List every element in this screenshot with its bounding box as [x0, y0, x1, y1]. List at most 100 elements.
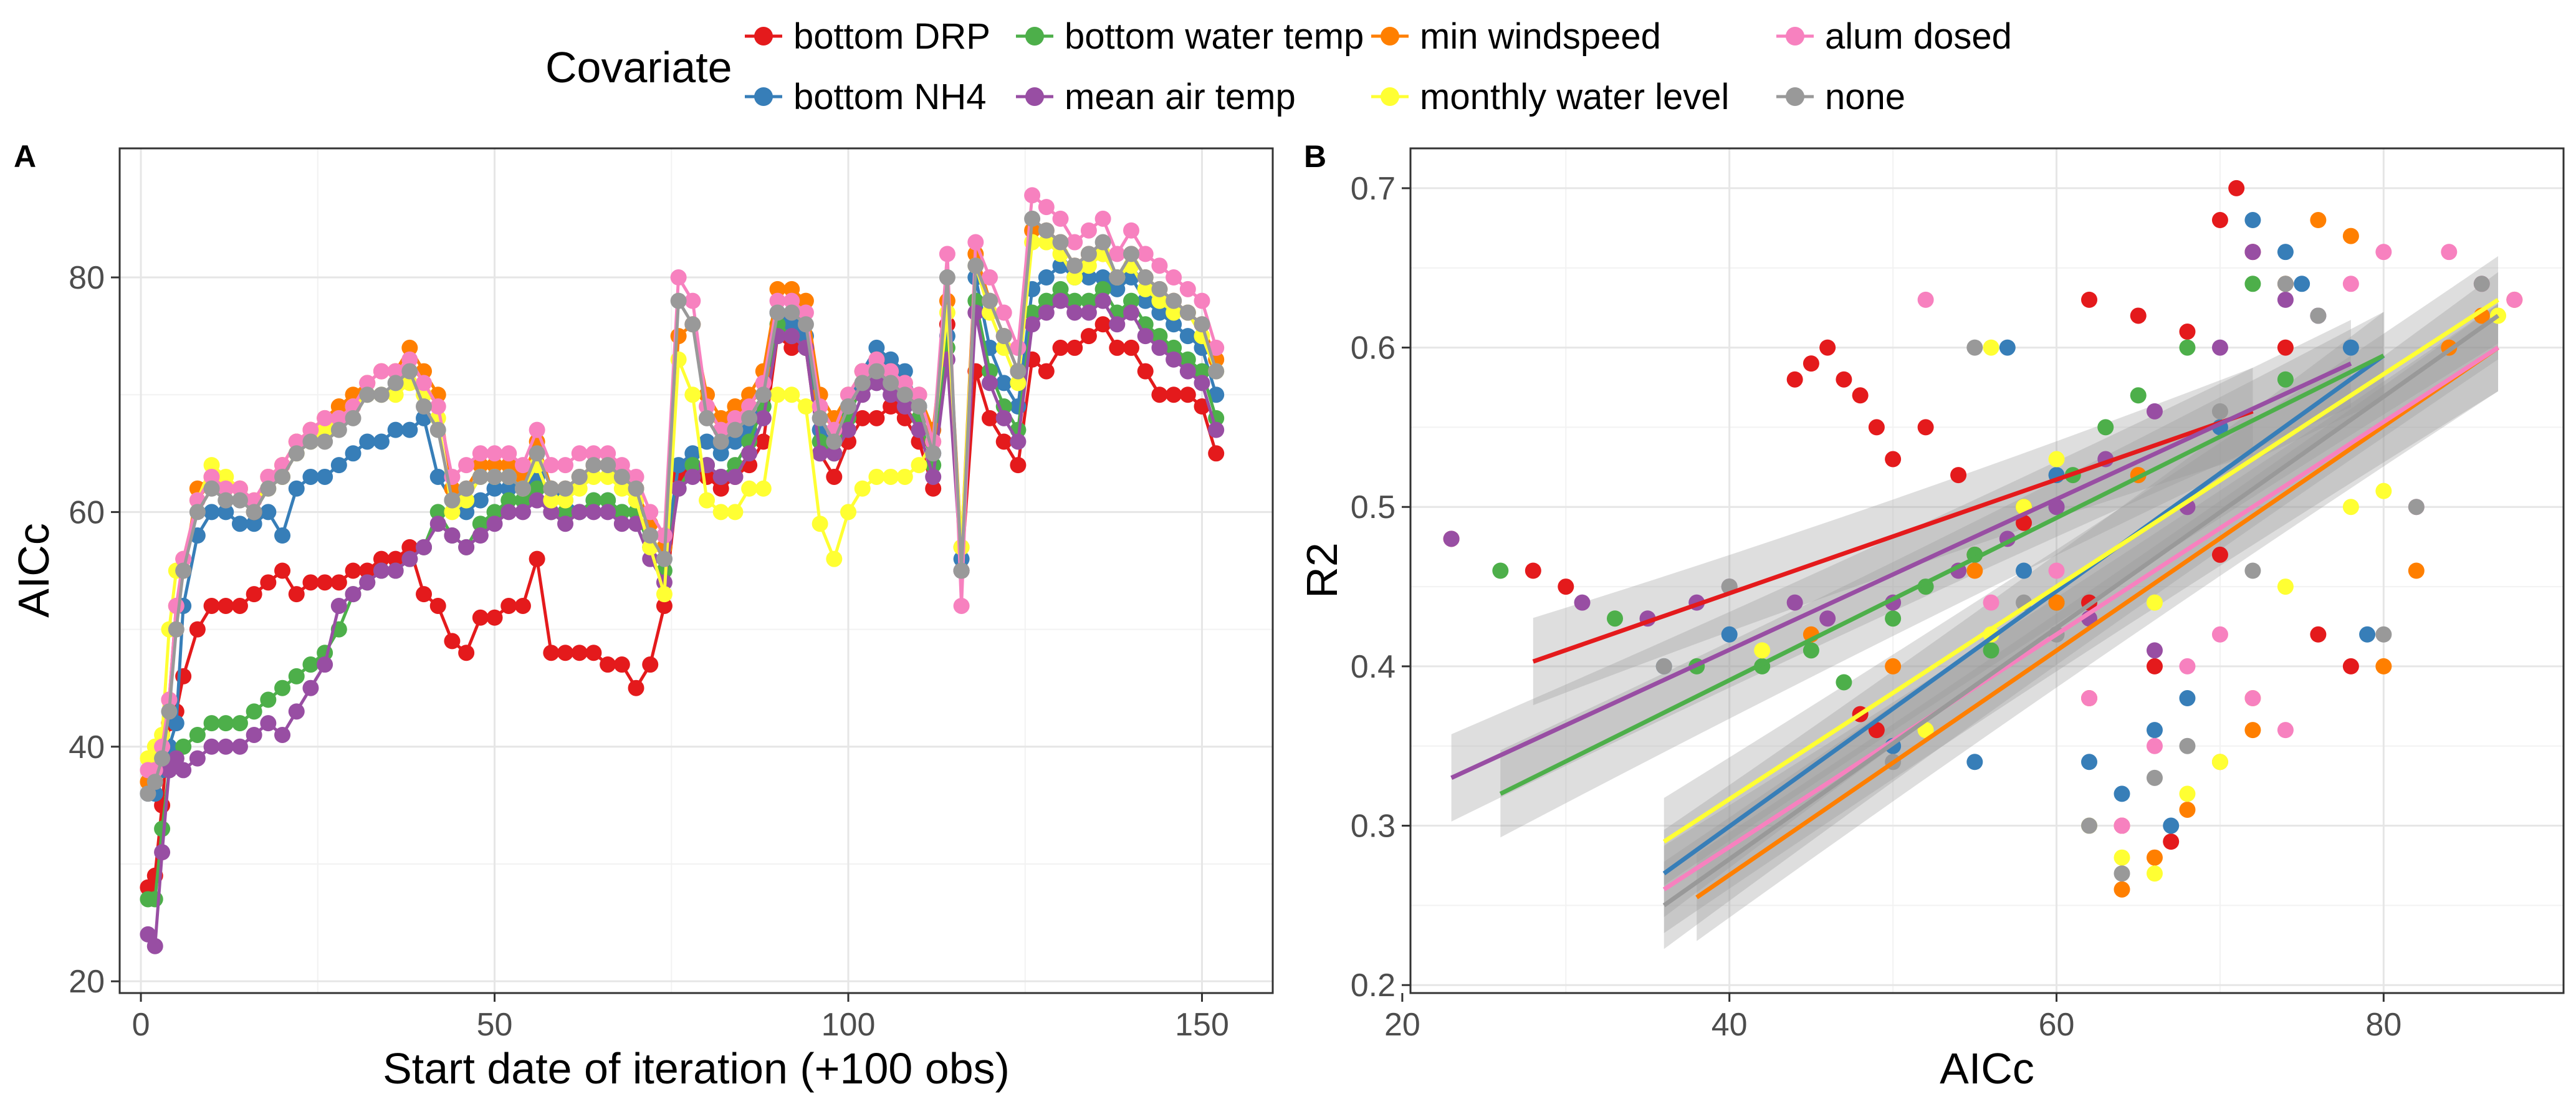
data-point	[883, 398, 899, 415]
legend: Covariate bottom DRP bottom water temp min…	[545, 16, 2012, 117]
data-point	[1038, 199, 1055, 216]
data-point	[260, 574, 277, 591]
data-point	[557, 492, 574, 509]
data-point	[925, 480, 942, 497]
data-point	[444, 633, 461, 650]
data-point	[1999, 339, 2016, 356]
legend-key-point	[754, 87, 773, 106]
data-point	[1080, 246, 1097, 262]
data-point	[1080, 222, 1097, 239]
panel-a-y-axis-title: AICc	[9, 523, 58, 618]
data-point	[953, 562, 970, 579]
data-point	[387, 375, 404, 391]
data-point	[896, 468, 913, 485]
data-point	[939, 269, 955, 286]
data-point	[2179, 658, 2196, 674]
data-point	[2211, 212, 2228, 229]
data-point	[613, 468, 630, 485]
data-point	[500, 457, 517, 474]
data-point	[246, 504, 262, 521]
data-point	[514, 504, 531, 521]
data-point	[2146, 403, 2163, 420]
data-point	[2179, 737, 2196, 754]
data-point	[1066, 292, 1083, 309]
data-point	[2277, 244, 2294, 261]
data-point	[302, 656, 319, 673]
data-point	[472, 516, 489, 532]
data-point	[1166, 316, 1182, 333]
data-point	[1066, 269, 1083, 286]
data-point	[1123, 222, 1140, 239]
data-point	[1803, 355, 1819, 372]
data-point	[154, 844, 171, 861]
data-point	[840, 398, 857, 415]
data-point	[826, 550, 843, 567]
data-point	[154, 820, 171, 837]
data-point	[1066, 234, 1083, 251]
data-point	[1983, 642, 1999, 659]
data-point	[288, 445, 305, 462]
data-point	[670, 480, 687, 497]
data-point	[2146, 722, 2163, 739]
data-point	[218, 504, 234, 521]
fit-line-bottom-nh4	[1662, 353, 2385, 876]
data-point	[168, 621, 184, 638]
data-point	[585, 445, 602, 462]
data-point	[699, 398, 716, 415]
data-point	[1137, 292, 1154, 309]
data-point	[797, 398, 814, 415]
data-point	[1208, 386, 1225, 403]
data-point	[302, 468, 319, 485]
data-point	[500, 468, 517, 485]
data-point	[2163, 817, 2180, 834]
data-point	[514, 480, 531, 497]
data-point	[911, 457, 927, 474]
data-point	[1038, 292, 1055, 309]
data-point	[175, 562, 192, 579]
data-point	[741, 480, 758, 497]
data-point	[218, 492, 234, 509]
data-point	[1836, 371, 1852, 388]
data-point	[401, 363, 418, 380]
data-point	[797, 292, 814, 309]
data-point	[274, 527, 291, 544]
data-point	[953, 597, 970, 614]
data-point	[2244, 276, 2261, 292]
data-point	[967, 304, 984, 321]
data-point	[472, 492, 489, 509]
data-point	[1010, 375, 1027, 391]
x-tick-label: 80	[2365, 1007, 2401, 1043]
data-point	[2375, 482, 2392, 499]
data-point	[883, 351, 899, 368]
data-point	[755, 410, 772, 426]
data-point	[755, 433, 772, 450]
data-point	[274, 468, 291, 485]
panel-b-points	[1443, 180, 2523, 898]
data-point	[260, 468, 277, 485]
data-point	[557, 516, 574, 532]
data-point	[2211, 626, 2228, 643]
data-point	[458, 492, 475, 509]
data-point	[2506, 291, 2523, 308]
data-point	[2146, 865, 2163, 882]
data-point	[967, 234, 984, 251]
data-point	[854, 480, 871, 497]
data-point	[727, 504, 744, 521]
data-point	[2244, 722, 2261, 739]
data-point	[2081, 690, 2098, 707]
data-point	[1137, 363, 1154, 380]
legend-item-bottom-drp: bottom DRP	[745, 16, 990, 57]
y-tick-label: 0.3	[1351, 809, 1396, 845]
data-point	[982, 292, 998, 309]
data-point	[868, 375, 885, 391]
data-point	[1852, 387, 1869, 404]
data-point	[783, 304, 800, 321]
data-point	[995, 410, 1012, 426]
data-point	[203, 738, 220, 755]
data-point	[2244, 244, 2261, 261]
data-point	[2342, 339, 2359, 356]
data-point	[812, 516, 828, 532]
data-point	[458, 504, 475, 521]
data-point	[146, 774, 163, 790]
